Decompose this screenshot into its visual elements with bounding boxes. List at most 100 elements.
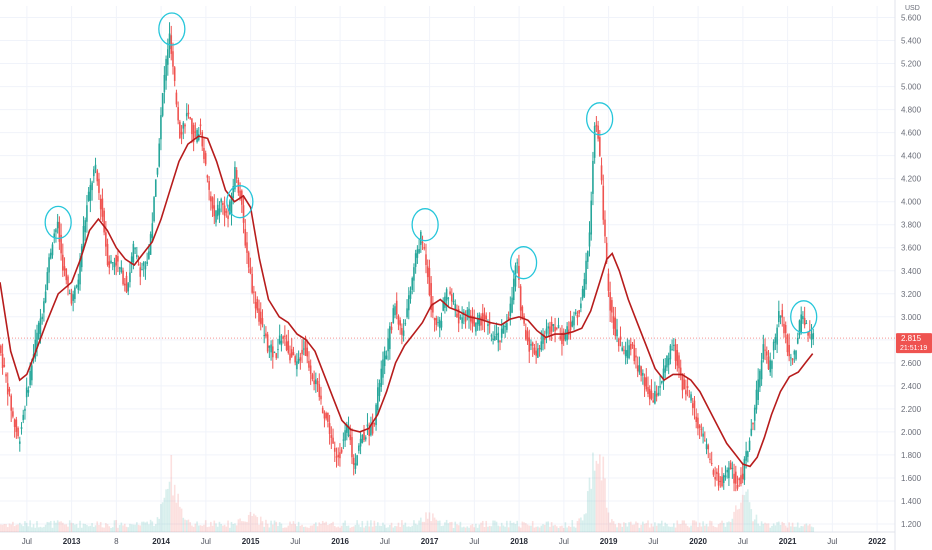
annotation-circles[interactable]	[44, 12, 818, 334]
candle-body-188	[323, 412, 326, 419]
candle-body-458	[788, 344, 790, 357]
candle-body-451	[776, 327, 778, 345]
candle-body-292	[502, 325, 505, 334]
volume-bar-90	[154, 524, 157, 532]
candle-body-61	[105, 232, 107, 247]
y-tick-label-1: 1.400	[901, 497, 922, 506]
volume-bar-417	[717, 524, 720, 532]
volume-bar-454	[781, 521, 784, 532]
annotation-circle-4[interactable]	[509, 246, 538, 280]
volume-bar-373	[642, 521, 644, 532]
candle-body-328	[564, 334, 567, 340]
volume-bar-25	[43, 526, 45, 532]
candle-body-357	[614, 317, 617, 336]
candle-body-149	[256, 298, 259, 311]
candle-body-359	[617, 339, 620, 347]
volume-bar-353	[607, 512, 610, 532]
candle-body-179	[308, 360, 310, 368]
candle-body-161	[277, 348, 279, 350]
volume-bar-311	[535, 526, 537, 532]
volume-bar-1	[1, 524, 4, 532]
price-axis[interactable]: 1.200 1.400 1.600 1.800 2.000 2.200 2.400 2.600…	[901, 14, 922, 529]
volume-bar-324	[557, 527, 560, 532]
volume-bar-380	[654, 522, 656, 532]
candle-body-241	[414, 253, 417, 267]
volume-bar-364	[626, 526, 629, 532]
candle-body-85	[146, 261, 148, 265]
candle-body-349	[600, 165, 603, 181]
x-tick-label-14: Jul	[648, 537, 658, 546]
candle-body-55	[94, 164, 97, 170]
volume-bar-96	[165, 489, 167, 532]
candle-body-192	[330, 435, 333, 438]
volume-bar-121	[208, 526, 210, 532]
candle-body-209	[359, 438, 362, 447]
candle-body-385	[662, 368, 665, 382]
candle-body-113	[194, 131, 197, 133]
volume-bar-231	[397, 522, 400, 532]
candle-body-272	[468, 308, 470, 319]
volume-bar-309	[531, 521, 534, 532]
volume-bar-372	[640, 524, 642, 532]
time-axis[interactable]: Jul 2013 8 2014 Jul 2015 Jul 2016 Jul 2017 Jul 2018…	[22, 537, 887, 546]
candle-body-420	[722, 475, 725, 483]
volume-bar-297	[511, 523, 513, 532]
candle-body-402	[691, 403, 694, 408]
candle-body-452	[778, 311, 780, 323]
candle-body-281	[483, 314, 486, 322]
volume-bar-466	[802, 526, 804, 532]
candle-body-400	[688, 396, 691, 398]
volume-bar-404	[695, 521, 698, 532]
volume-bar-143	[246, 521, 248, 532]
volume-bar-284	[488, 525, 491, 532]
volume-bar-234	[402, 524, 405, 532]
annotation-circle-1[interactable]	[158, 12, 186, 46]
volume-bar-420	[722, 522, 725, 532]
candle-body-315	[542, 333, 544, 344]
volume-bar-145	[249, 511, 252, 532]
candle-body-20	[34, 339, 37, 359]
candle-body-9	[15, 419, 18, 432]
volume-bar-27	[46, 521, 49, 532]
candle-body-139	[239, 190, 241, 198]
volume-bar-280	[481, 520, 484, 532]
candle-body-456	[784, 325, 787, 334]
candle-body-404	[695, 416, 698, 423]
volume-bar-43	[74, 524, 76, 532]
volume-bar-104	[179, 506, 181, 532]
candle-body-296	[509, 303, 512, 317]
candle-body-375	[645, 377, 648, 390]
candle-body-308	[530, 344, 532, 346]
volume-bar-318	[547, 521, 549, 532]
volume-bar-327	[562, 527, 565, 532]
annotation-circle-5[interactable]	[586, 102, 614, 136]
volume-bar-341	[586, 491, 589, 532]
candle-body-239	[411, 278, 414, 290]
volume-bar-59	[101, 527, 104, 532]
volume-bar-334	[574, 527, 577, 532]
volume-bar-368	[633, 524, 636, 532]
candle-body-224	[385, 355, 388, 360]
volume-bar-415	[714, 526, 716, 532]
volume-bar-84	[144, 522, 147, 532]
candle-body-277	[476, 319, 479, 325]
annotation-circle-6[interactable]	[790, 300, 818, 334]
volume-bar-239	[411, 525, 414, 532]
volume-bar-405	[697, 527, 699, 532]
volume-bar-138	[237, 519, 240, 532]
x-tick-label-11: 2018	[510, 537, 528, 546]
volume-bar-219	[376, 522, 379, 532]
candle-body-321	[552, 324, 555, 327]
volume-bar-103	[177, 493, 179, 532]
candle-body-116	[199, 124, 202, 127]
annotation-circle-0[interactable]	[44, 205, 72, 240]
volume-bar-409	[704, 525, 706, 532]
candle-body-164	[282, 336, 284, 339]
volume-bar-183	[315, 522, 317, 532]
annotation-circle-3[interactable]	[411, 208, 439, 242]
volume-bar-258	[444, 522, 446, 532]
annotation-circle-2[interactable]	[226, 185, 254, 219]
volume-bar-188	[323, 522, 326, 532]
volume-bar-171	[294, 523, 296, 532]
